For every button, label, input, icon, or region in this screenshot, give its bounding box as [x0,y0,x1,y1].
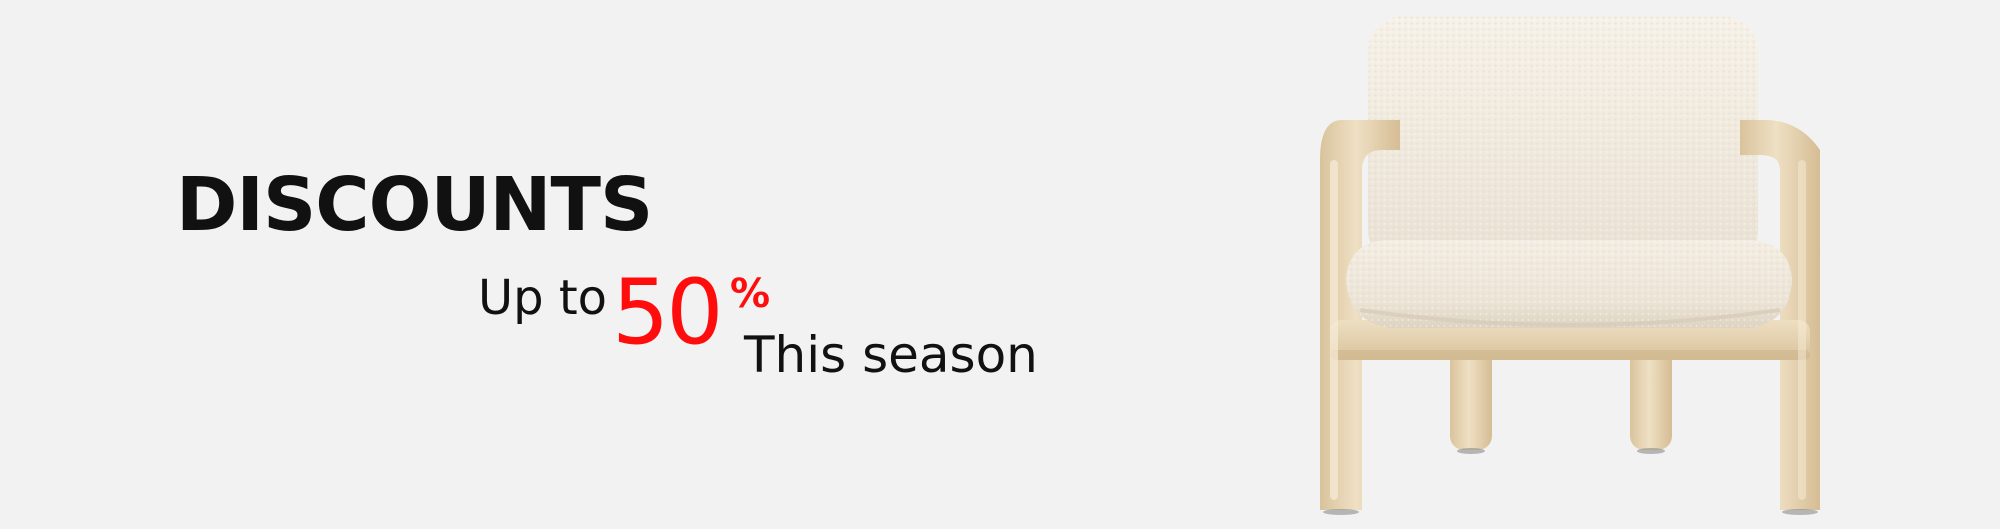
discount-offer: Up to 50 % This season [478,262,1078,392]
offer-suffix: This season [744,326,1038,384]
armchair-product-image [1320,16,1820,515]
percent-sign: % [730,271,771,317]
headline: DISCOUNTS [176,162,653,248]
discount-value: 50 [612,260,724,365]
offer-prefix: Up to [478,270,608,326]
